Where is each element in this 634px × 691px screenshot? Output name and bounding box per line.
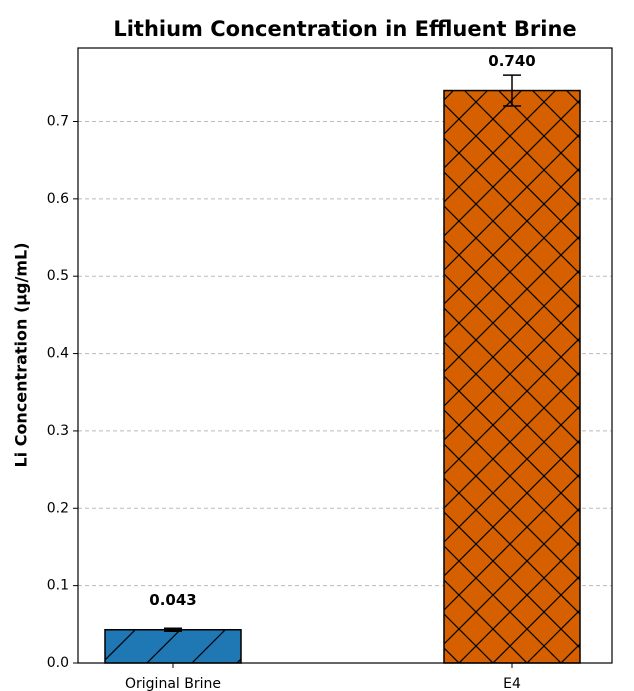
value-label: 0.740 — [488, 52, 535, 70]
y-axis-label: Li Concentration (μg/mL) — [12, 242, 31, 467]
plot-frame — [77, 47, 613, 664]
y-tick-label: 0.3 — [47, 423, 69, 439]
chart-title: Lithium Concentration in Effluent Brine — [113, 17, 576, 41]
x-tick-label: Original Brine — [125, 676, 221, 691]
y-tick-label: 0.5 — [47, 268, 69, 284]
value-label: 0.043 — [149, 591, 196, 609]
y-tick-label: 0.0 — [47, 655, 69, 671]
y-tick-label: 0.7 — [47, 113, 69, 129]
y-tick-label: 0.2 — [47, 500, 69, 516]
bar — [104, 628, 242, 664]
y-tick-label: 0.1 — [47, 578, 69, 594]
y-tick-label: 0.4 — [47, 346, 69, 362]
y-tick-label: 0.6 — [47, 191, 69, 207]
bar — [443, 89, 581, 664]
x-tick-label: E4 — [503, 676, 521, 691]
